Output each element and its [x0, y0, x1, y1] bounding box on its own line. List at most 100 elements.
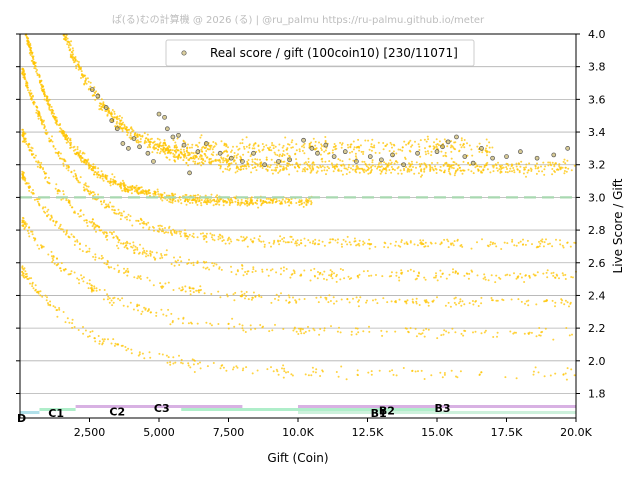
scatter-point [106, 238, 109, 241]
scatter-point [126, 185, 129, 188]
scatter-point [307, 239, 310, 242]
scatter-point [436, 337, 439, 340]
scatter-point [141, 134, 144, 137]
scatter-point [219, 237, 222, 240]
x-axis-ticks: 2,500 5,000 7,500 10.0K 12.5K 15.0K 17.5K 20.0K [74, 418, 593, 439]
scatter-point [476, 241, 478, 244]
scatter-point [295, 202, 298, 204]
scatter-point [295, 149, 298, 152]
scatter-point [272, 147, 275, 150]
scatter-point [376, 167, 379, 170]
scatter-point [463, 274, 466, 277]
scatter-point [191, 146, 193, 149]
scatter-point [32, 61, 35, 64]
scatter-point [566, 241, 569, 244]
scatter-point [174, 200, 177, 203]
scatter-point [69, 53, 72, 56]
scatter-point [65, 141, 68, 144]
scatter-point [65, 164, 68, 167]
scatter-point [175, 150, 178, 153]
scatter-point [551, 168, 554, 170]
scatter-point [219, 367, 222, 370]
scatter-point [134, 248, 137, 251]
scatter-point [517, 162, 520, 165]
scatter-point [330, 273, 333, 276]
scatter-point [466, 142, 468, 145]
scatter-point [220, 140, 223, 143]
scatter-point [515, 331, 517, 334]
scatter-point [92, 255, 95, 258]
scatter-point [111, 233, 114, 236]
scatter-points [21, 33, 577, 381]
scatter-point [305, 198, 308, 200]
scatter-point [390, 161, 393, 164]
scatter-point [563, 158, 566, 161]
scatter-point [206, 199, 209, 202]
scatter-point [352, 159, 355, 162]
scatter-point [98, 104, 101, 107]
scatter-point [294, 240, 297, 243]
scatter-point [137, 275, 140, 278]
scatter-point [525, 300, 528, 303]
scatter-point [233, 159, 236, 162]
scatter-point [214, 203, 217, 206]
scatter-point [159, 282, 162, 285]
scatter-point [85, 78, 88, 81]
scatter-point [301, 145, 303, 148]
scatter-point [559, 243, 562, 246]
scatter-point [149, 254, 152, 257]
scatter-point [43, 170, 46, 173]
scatter-point [100, 229, 103, 232]
scatter-point [51, 261, 54, 263]
scatter-point [402, 367, 405, 369]
scatter-point [31, 51, 34, 54]
scatter-point [468, 144, 471, 147]
scatter-point [367, 371, 370, 374]
scatter-point [282, 167, 284, 170]
scatter-point [390, 143, 393, 146]
scatter-point [148, 145, 151, 148]
zone-band-c3 [181, 408, 298, 411]
scatter-point [23, 267, 26, 270]
scatter-point [400, 172, 403, 175]
scatter-point [44, 177, 46, 180]
plot-frame [19, 33, 577, 419]
scatter-point [571, 276, 574, 279]
scatter-point [23, 74, 26, 76]
scatter-point [553, 170, 556, 172]
scatter-point [337, 169, 340, 172]
scatter-point [384, 162, 387, 165]
scatter-point [418, 145, 421, 148]
scatter-point [553, 165, 556, 168]
scatter-point [419, 239, 422, 242]
scatter-point [275, 368, 278, 371]
scatter-point [315, 296, 318, 299]
scatter-point [153, 256, 155, 259]
scatter-point [193, 371, 196, 373]
scatter-point [397, 172, 400, 175]
scatter-point [167, 194, 170, 197]
scatter-point [196, 262, 199, 264]
scatter-point [245, 291, 248, 293]
scatter-point [266, 169, 269, 171]
scatter-point [237, 153, 239, 156]
scatter-point [365, 301, 368, 304]
scatter-point [212, 160, 215, 163]
scatter-point [548, 242, 551, 245]
scatter-point [75, 67, 78, 70]
scatter-point [414, 370, 417, 373]
scatter-point [220, 364, 223, 367]
scatter-point [161, 353, 164, 356]
scatter-point [25, 272, 28, 275]
scatter-point [367, 168, 369, 171]
scatter-point [279, 273, 282, 276]
scatter-point [219, 296, 222, 299]
scatter-point [72, 49, 75, 52]
scatter-point [546, 269, 549, 272]
scatter-point [433, 141, 435, 144]
scatter-point [338, 326, 340, 329]
scatter-point [240, 198, 243, 201]
scatter-point [353, 146, 356, 149]
scatter-point [167, 356, 170, 359]
scatter-point [181, 286, 184, 289]
